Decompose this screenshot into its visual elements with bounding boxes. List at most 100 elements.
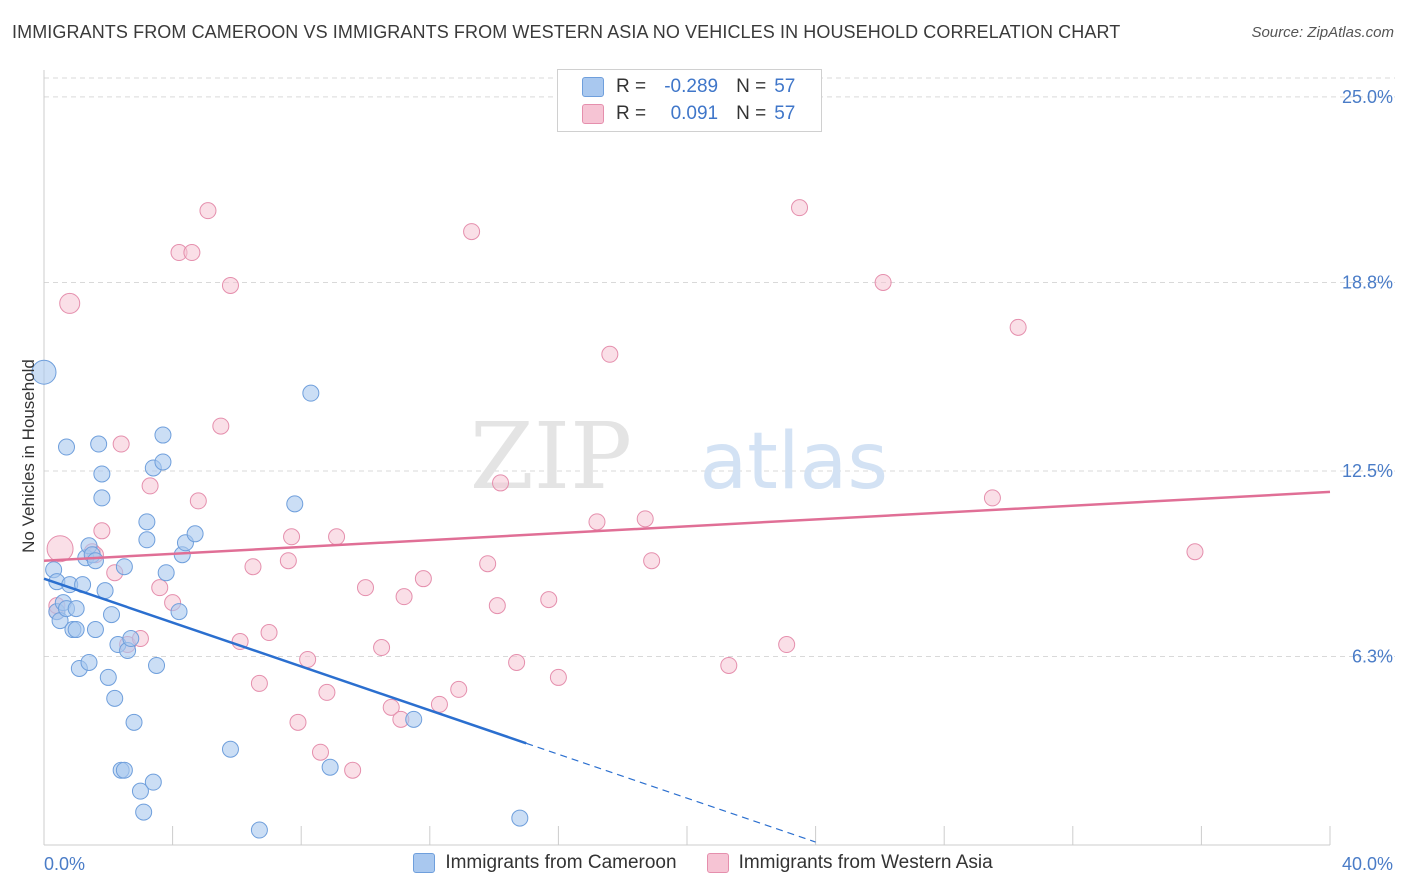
western-asia-point <box>93 522 111 540</box>
series-legend: Immigrants from Cameroon Immigrants from… <box>0 852 1406 874</box>
cameroon-point <box>86 552 104 570</box>
cameroon-point <box>321 758 339 776</box>
stats-legend: R = -0.289 N = 57 R = 0.091 N = 57 <box>557 69 822 132</box>
legend-row-cameroon: R = -0.289 N = 57 <box>582 75 795 99</box>
western-asia-point <box>244 558 262 576</box>
western-asia-point <box>141 477 159 495</box>
western-asia-point <box>492 474 510 492</box>
cameroon-point <box>302 384 320 402</box>
western-asia-point <box>983 489 1001 507</box>
western-asia-point <box>318 683 336 701</box>
western-asia-point <box>450 680 468 698</box>
cameroon-point <box>250 821 268 839</box>
western-asia-point <box>636 510 654 528</box>
western-asia-point <box>189 492 207 510</box>
legend-r-value: -0.289 <box>664 76 719 97</box>
cameroon-point <box>115 761 133 779</box>
western-asia-point <box>328 528 346 546</box>
western-asia-point <box>311 743 329 761</box>
cameroon-point <box>103 606 121 624</box>
tick-labels: 6.3% 12.5% 18.8% 25.0% 0.0% 40.0% <box>44 87 1393 874</box>
western-asia-point <box>112 435 130 453</box>
western-asia-point <box>289 713 307 731</box>
series-label-western-asia: Immigrants from Western Asia <box>738 852 993 873</box>
cameroon-point <box>405 710 423 728</box>
western-asia-trend-line <box>43 490 1331 562</box>
cameroon-point <box>31 359 57 385</box>
cameroon-point <box>148 656 166 674</box>
legend-r-label: R = <box>616 103 647 124</box>
legend-n-value: 57 <box>774 103 796 124</box>
western-asia-point <box>344 761 362 779</box>
series-legend-cameroon: Immigrants from Cameroon <box>413 852 677 874</box>
legend-swatch-western-asia <box>582 104 604 124</box>
western-asia-point <box>357 579 374 597</box>
western-asia-point <box>199 202 217 220</box>
zipatlas-watermark: ZIP atlas <box>470 403 888 510</box>
western-asia-point <box>791 199 809 217</box>
cameroon-point <box>170 603 188 621</box>
western-asia-point <box>643 552 661 570</box>
cameroon-point <box>80 653 98 671</box>
cameroon-point <box>286 495 304 513</box>
western-asia-point <box>1009 318 1027 336</box>
x-tick-label: 40.0% <box>1342 854 1393 874</box>
cameroon-point <box>86 621 104 639</box>
western-asia-point <box>488 597 506 615</box>
axes <box>43 70 1331 846</box>
cameroon-point <box>93 465 111 483</box>
western-asia-point <box>479 555 497 573</box>
y-tick-label: 6.3% <box>1352 646 1393 666</box>
western-asia-point <box>549 668 567 686</box>
cameroon-point <box>90 435 108 453</box>
western-asia-point <box>260 624 278 642</box>
western-asia-point <box>874 273 892 291</box>
watermark-atlas: atlas <box>700 417 889 507</box>
cameroon-point <box>58 438 76 456</box>
legend-n-value: 57 <box>774 76 796 97</box>
cameroon-point <box>93 489 111 507</box>
cameroon-point <box>135 803 153 821</box>
cameroon-point <box>125 713 143 731</box>
cameroon-point <box>131 782 149 800</box>
y-axis-label: No Vehicles in Household <box>19 359 38 553</box>
y-tick-label: 25.0% <box>1342 87 1393 107</box>
western-asia-point <box>183 244 201 262</box>
cameroon-point <box>67 600 85 618</box>
western-asia-point <box>588 513 606 531</box>
western-asia-point <box>395 588 413 606</box>
cameroon-trend-line <box>43 577 527 745</box>
cameroon-point <box>138 513 156 531</box>
western-asia-point <box>212 417 230 435</box>
chart-title: IMMIGRANTS FROM CAMEROON VS IMMIGRANTS F… <box>12 22 1121 42</box>
cameroon-point <box>122 630 140 648</box>
watermark-zip: ZIP <box>470 403 632 510</box>
series-label-cameroon: Immigrants from Cameroon <box>445 852 677 873</box>
cameroon-points <box>31 359 529 839</box>
western-asia-point <box>221 276 239 294</box>
legend-r-value: 0.091 <box>670 103 719 124</box>
cameroon-point <box>106 689 124 707</box>
cameroon-point <box>96 582 114 600</box>
x-tick-label: 0.0% <box>44 854 85 874</box>
western-asia-point <box>540 591 558 609</box>
western-asia-point <box>601 345 619 363</box>
western-asia-point <box>151 579 169 597</box>
cameroon-point <box>67 621 85 639</box>
series-legend-western-asia: Immigrants from Western Asia <box>706 852 993 874</box>
cameroon-trend-extension <box>526 742 816 843</box>
western-asia-point <box>463 223 481 241</box>
western-asia-point <box>59 292 81 314</box>
western-asia-point <box>414 570 432 588</box>
cameroon-point <box>99 668 117 686</box>
western-asia-point <box>508 653 526 671</box>
cameroon-point <box>221 740 239 758</box>
western-asia-point <box>283 528 301 546</box>
cameroon-point <box>154 426 172 444</box>
western-asia-point <box>720 656 738 674</box>
cameroon-point <box>138 531 156 549</box>
cameroon-point <box>144 773 162 791</box>
cameroon-point <box>115 558 133 576</box>
trend-lines <box>43 490 1331 843</box>
